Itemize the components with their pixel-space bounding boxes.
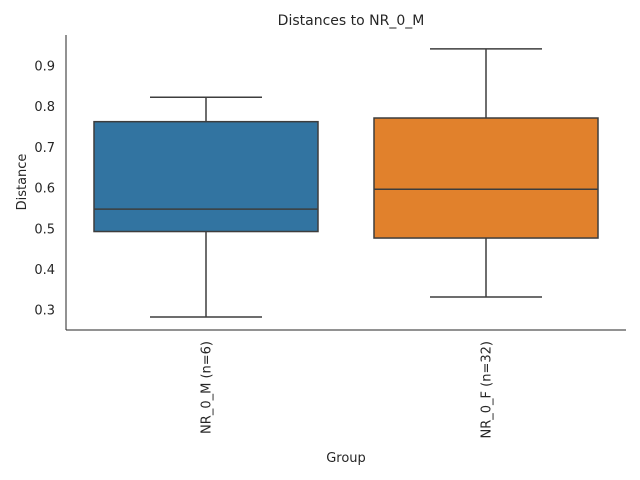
x-tick-label: NR_0_M (n=6): [200, 341, 215, 434]
y-tick-label: 0.8: [34, 100, 55, 115]
boxes-layer: [93, 48, 599, 318]
box: [373, 117, 599, 239]
chart-title: Distances to NR_0_M: [278, 13, 425, 29]
plot-area: 0.3 0.4 0.5 0.6 0.7 0.8 0.9 NR_0_M (n=6) NR_0_F…: [34, 35, 626, 438]
y-tick-label: 0.3: [34, 304, 55, 319]
y-tick-label: 0.9: [34, 60, 55, 75]
y-tick-label: 0.4: [34, 263, 55, 278]
box-group: [373, 48, 599, 298]
box-group: [93, 96, 319, 318]
y-tick-label: 0.6: [34, 182, 55, 197]
y-axis-label: Distance: [15, 154, 30, 211]
x-axis-ticks: NR_0_M (n=6) NR_0_F (n=32): [200, 341, 495, 438]
y-axis-ticks: 0.3 0.4 0.5 0.6 0.7 0.8 0.9: [34, 60, 55, 319]
y-tick-label: 0.5: [34, 222, 55, 237]
box: [93, 120, 319, 233]
x-tick-label: NR_0_F (n=32): [480, 341, 495, 438]
x-axis-label: Group: [326, 451, 366, 466]
y-tick-label: 0.7: [34, 141, 55, 156]
